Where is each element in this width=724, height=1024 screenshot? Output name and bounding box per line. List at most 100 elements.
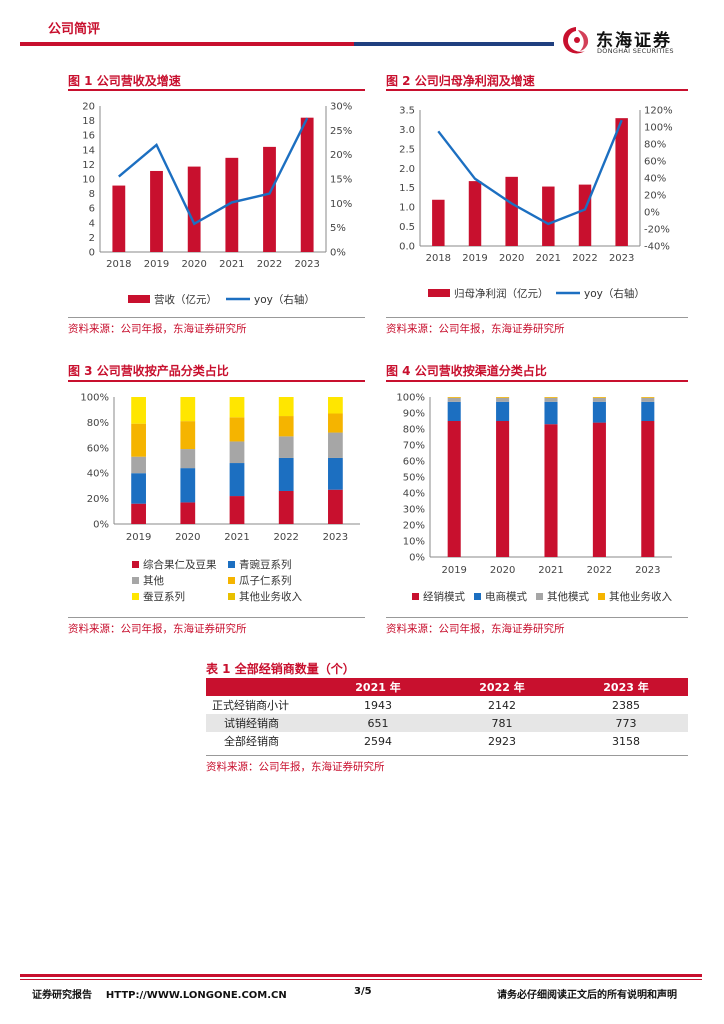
legend-label-line: yoy（右轴） (254, 293, 315, 306)
fig4-title: 图 4 公司营收按渠道分类占比 (386, 364, 547, 378)
y-tick-label-right: 5% (330, 223, 346, 234)
stacked-bar-segment (131, 503, 146, 524)
stacked-bar-segment (496, 397, 510, 402)
y-tick-label: 30% (403, 505, 425, 516)
fig2-title: 图 2 公司归母净利润及增速 (386, 74, 535, 88)
y-tick-label: 0% (93, 520, 109, 531)
table1-source-rule (206, 755, 688, 756)
stacked-bar-segment (447, 421, 461, 557)
x-tick-label: 2020 (499, 253, 524, 264)
stacked-bar-segment (328, 457, 343, 490)
x-tick-label: 2023 (635, 565, 660, 576)
legend-label-bar: 归母净利润（亿元） (454, 287, 549, 300)
table-cell-label: 全部经销商 (224, 735, 279, 748)
fig4-source: 资料来源：公司年报，东海证券研究所 (386, 623, 565, 635)
bar (542, 186, 555, 246)
table-cell: 1943 (364, 698, 392, 712)
fig3-title-rule (68, 380, 365, 382)
table1-title: 表 1 全部经销商数量（个） (206, 662, 355, 676)
fig2-source-rule (386, 317, 688, 318)
stacked-bar-segment (641, 397, 655, 402)
legend-swatch (132, 577, 139, 584)
x-tick-label: 2020 (490, 565, 515, 576)
legend-swatch (474, 593, 481, 600)
x-tick-label: 2022 (257, 259, 282, 270)
fig3-source: 资料来源：公司年报，东海证券研究所 (68, 623, 247, 635)
y-tick-label-left: 4 (89, 218, 95, 229)
table1-source: 资料来源：公司年报，东海证券研究所 (206, 761, 385, 773)
bar (505, 176, 518, 246)
x-tick-label: 2022 (273, 532, 298, 543)
stacked-bar-segment (641, 397, 655, 398)
yoy-line (437, 119, 623, 226)
y-tick-label: 60% (87, 443, 109, 454)
fig1-source-rule (68, 317, 365, 318)
table-cell: 2594 (364, 734, 392, 748)
stacked-bar-segment (180, 397, 196, 422)
stacked-bar-segment (447, 397, 461, 398)
table-header-cell: 2023 年 (564, 678, 688, 696)
stacked-bar-segment (131, 397, 146, 424)
stacked-bar-segment (131, 456, 146, 474)
y-tick-label-left: 6 (89, 204, 95, 215)
y-tick-label-left: 0.0 (399, 242, 415, 253)
y-tick-label-right: 0% (330, 248, 346, 259)
fig3-title: 图 3 公司营收按产品分类占比 (68, 364, 229, 378)
header-rule-red (20, 42, 354, 46)
table-row: 正式经销商小计 1943 2142 2385 (206, 696, 688, 714)
x-tick-label: 2019 (126, 532, 151, 543)
company-logo: 东海证券 DONGHAI SECURITIES (558, 24, 698, 58)
y-tick-label: 80% (403, 425, 425, 436)
y-tick-label-left: 16 (82, 131, 95, 142)
header-rule-blue (354, 42, 554, 46)
x-tick-label: 2023 (294, 259, 319, 270)
y-tick-label: 70% (403, 441, 425, 452)
fig3-source-rule (68, 617, 365, 618)
legend-swatch (412, 593, 419, 600)
legend-swatch (228, 593, 235, 600)
x-tick-label: 2022 (572, 253, 597, 264)
stacked-bar-segment (496, 401, 510, 421)
legend-swatch (132, 593, 139, 600)
table-cell-label: 正式经销商小计 (212, 699, 289, 712)
stacked-bar-segment (592, 397, 606, 402)
bar (432, 199, 445, 246)
x-tick-label: 2021 (224, 532, 249, 543)
stacked-bar-segment (592, 422, 606, 557)
y-tick-label-left: 8 (89, 189, 95, 200)
stacked-bar-segment (229, 417, 245, 442)
y-tick-label-left: 2.5 (399, 144, 415, 155)
y-tick-label: 60% (403, 457, 425, 468)
stacked-bar-segment (229, 463, 245, 497)
y-tick-label-right: 10% (330, 199, 352, 210)
table-row: 全部经销商 2594 2923 3158 (206, 732, 688, 750)
y-tick-label-right: 15% (330, 175, 352, 186)
y-tick-label-left: 14 (82, 145, 95, 156)
y-tick-label-left: 0 (89, 248, 95, 259)
y-tick-label: 90% (403, 409, 425, 420)
dragon-logo-icon (563, 27, 589, 54)
fig1-chart: 0 2 4 6 8 10 12 14 16 18 20 0% 5% 10% 15% 20% 25% 30% 2018… (82, 102, 352, 307)
table-header-row: 2021 年 2022 年 2023 年 (206, 678, 688, 696)
stacked-bar-segment (447, 397, 461, 402)
y-tick-label: 40% (403, 489, 425, 500)
bar (578, 184, 592, 246)
legend-label: 蚕豆系列 (143, 590, 185, 603)
bar (225, 157, 239, 252)
stacked-bar-segment (496, 421, 510, 557)
y-tick-label-right: -40% (644, 242, 670, 253)
fig1-title: 图 1 公司营收及增速 (68, 74, 181, 88)
legend-label: 经销模式 (423, 590, 465, 603)
bar (263, 146, 276, 252)
bar (615, 118, 628, 246)
y-tick-label: 0% (409, 553, 425, 564)
stacked-bar-segment (229, 397, 245, 418)
y-tick-label: 20% (403, 521, 425, 532)
stacked-bar-segment (278, 436, 294, 458)
x-tick-label: 2020 (181, 259, 206, 270)
fig2-title-rule (386, 89, 688, 91)
fig2-source: 资料来源：公司年报，东海证券研究所 (386, 323, 565, 335)
y-tick-label-left: 1.5 (399, 183, 415, 194)
x-tick-label: 2019 (144, 259, 169, 270)
stacked-bar-segment (131, 423, 146, 457)
